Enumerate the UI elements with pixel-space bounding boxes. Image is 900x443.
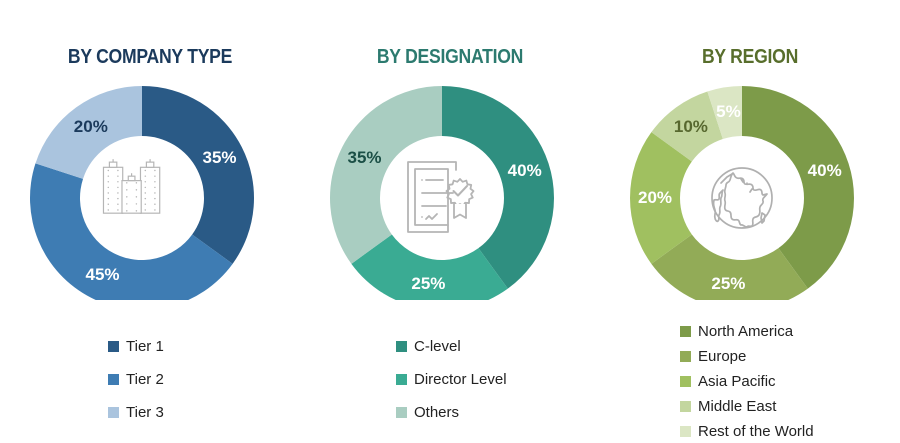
svg-text:40%: 40% (508, 161, 542, 180)
svg-text:25%: 25% (411, 274, 445, 293)
svg-text:20%: 20% (74, 117, 108, 136)
svg-text:20%: 20% (638, 188, 672, 207)
svg-text:35%: 35% (202, 148, 236, 167)
svg-text:45%: 45% (85, 265, 119, 284)
svg-text:5%: 5% (716, 102, 741, 121)
svg-text:10%: 10% (674, 117, 708, 136)
svg-text:40%: 40% (808, 161, 842, 180)
svg-text:25%: 25% (711, 274, 745, 293)
svg-text:35%: 35% (347, 148, 381, 167)
